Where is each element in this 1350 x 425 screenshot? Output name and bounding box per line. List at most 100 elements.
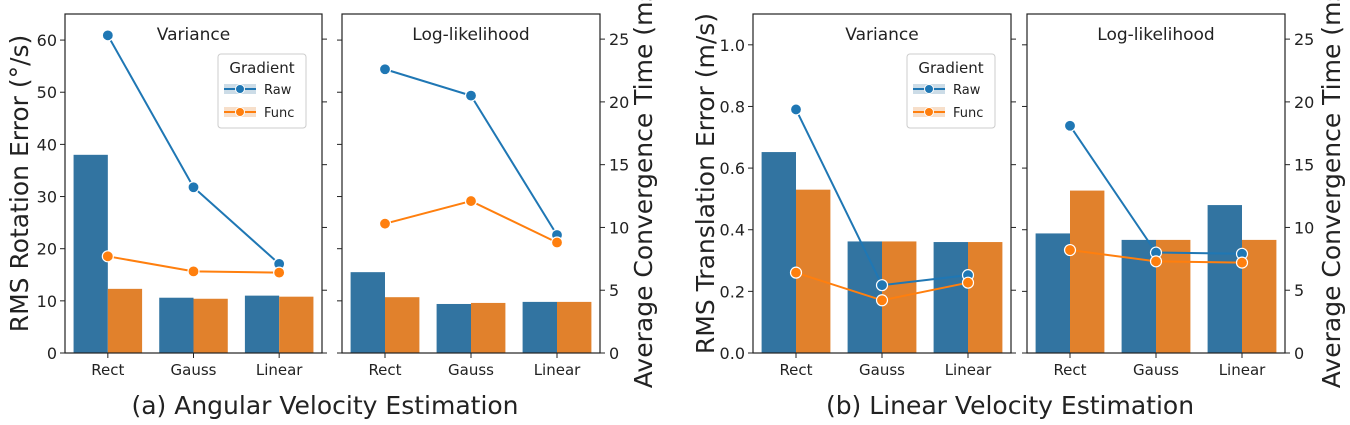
panel-frame <box>64 13 323 354</box>
panel-title: Variance <box>157 25 230 45</box>
left-axis-label: RMS Translation Error (m/s) <box>691 13 720 354</box>
left-axis-label: RMS Rotation Error (°/s) <box>5 35 34 333</box>
legend-title: Gradient <box>918 59 983 77</box>
bar-raw-rect <box>350 272 385 353</box>
right-tick-label: 0 <box>609 344 619 363</box>
point-raw-gauss <box>187 181 200 194</box>
point-func-rect <box>378 217 392 230</box>
x-tick-label: Rect <box>91 361 124 379</box>
panel-1: Rect Gauss Linear Variance Gradient Raw Func <box>64 13 327 379</box>
bar-raw-rect <box>761 152 796 353</box>
x-tick-label: Linear <box>534 361 581 379</box>
bar-raw-linear <box>1207 205 1242 353</box>
bar-func-gauss <box>1156 239 1191 353</box>
point-func-gauss <box>464 194 478 208</box>
bar-func-linear <box>279 296 314 353</box>
left-tick-label: 0 <box>47 344 57 363</box>
bar-raw-linear <box>933 242 968 353</box>
panel-frame <box>752 13 1012 354</box>
panel-title: Log-likelihood <box>412 25 529 45</box>
left-tick-label: 0.0 <box>720 344 745 363</box>
right-tick-label: 15 <box>1294 156 1314 175</box>
right-tick-label: 0 <box>1294 344 1304 363</box>
right-tick-label: 20 <box>1294 93 1314 112</box>
left-tick-label: 1.0 <box>720 36 745 55</box>
bar-func-gauss <box>193 298 228 353</box>
bar-func-gauss <box>471 302 506 353</box>
bar-raw-gauss <box>847 241 882 353</box>
bar-func-linear <box>557 301 592 353</box>
left-tick-label: 0.4 <box>720 221 745 240</box>
x-tick-label: Gauss <box>448 361 494 379</box>
panel-4: Rect Gauss Linear Log-likelihood <box>1022 13 1286 379</box>
x-tick-label: Rect <box>779 361 812 379</box>
bar-raw-gauss <box>159 297 194 353</box>
left-tick-label: 60 <box>37 31 57 50</box>
x-tick-label: Linear <box>945 361 992 379</box>
legend: Gradient Raw Func <box>217 53 307 129</box>
bar-raw-gauss <box>436 303 471 353</box>
legend-marker-func <box>235 107 245 117</box>
subfigure-caption: (a) Angular Velocity Estimation <box>131 391 518 420</box>
bar-func-linear <box>1242 239 1277 353</box>
x-tick-label: Gauss <box>171 361 217 379</box>
legend-marker-raw <box>924 84 934 94</box>
point-raw-rect <box>378 63 392 76</box>
point-raw-rect <box>101 29 114 42</box>
point-raw-rect <box>1063 119 1077 132</box>
right-tick-label: 25 <box>609 30 629 49</box>
right-tick-label: 25 <box>1294 30 1314 49</box>
point-func-linear <box>550 236 564 249</box>
right-tick-label: 20 <box>609 93 629 112</box>
point-func-gauss <box>875 294 889 307</box>
left-tick-label: 0.8 <box>720 97 745 116</box>
panel-title: Log-likelihood <box>1097 25 1214 45</box>
right-tick-label: 10 <box>609 218 629 237</box>
point-func-rect <box>789 266 803 279</box>
x-tick-label: Gauss <box>1133 361 1179 379</box>
panel-frame <box>341 13 601 354</box>
bar-func-rect <box>107 288 143 353</box>
bar-func-linear <box>968 242 1003 353</box>
right-axis-label: Average Convergence Time (ms) <box>629 0 658 388</box>
left-tick-label: 0.6 <box>720 159 745 178</box>
panel-frame <box>1026 13 1286 354</box>
panel-2: Rect Gauss Linear Log-likelihood <box>337 13 601 379</box>
x-tick-label: Gauss <box>859 361 905 379</box>
bar-raw-linear <box>522 301 557 353</box>
x-tick-label: Linear <box>1219 361 1266 379</box>
bar-func-rect <box>385 297 420 353</box>
legend-label-raw: Raw <box>953 83 981 98</box>
left-tick-label: 0.2 <box>720 282 745 301</box>
legend-marker-func <box>924 107 934 117</box>
legend-label-func: Func <box>264 106 294 121</box>
right-tick-label: 5 <box>609 281 619 300</box>
point-func-rect <box>1063 243 1077 257</box>
left-tick-label: 30 <box>37 188 57 207</box>
legend-title: Gradient <box>229 59 294 77</box>
point-func-linear <box>1235 256 1249 269</box>
point-func-gauss <box>187 265 200 278</box>
legend-label-func: Func <box>953 106 983 121</box>
panel-title: Variance <box>845 25 918 45</box>
point-func-rect <box>101 250 114 263</box>
legend-label-raw: Raw <box>264 83 292 98</box>
right-tick-label: 5 <box>1294 281 1304 300</box>
x-tick-label: Rect <box>1053 361 1086 379</box>
bar-raw-linear <box>244 295 280 353</box>
bar-raw-rect <box>73 154 108 353</box>
x-tick-label: Linear <box>256 361 303 379</box>
point-func-linear <box>273 266 286 279</box>
point-func-linear <box>961 276 975 289</box>
right-axis-label: Average Convergence Time (ms) <box>1317 0 1346 388</box>
point-raw-gauss <box>464 89 478 102</box>
left-tick-label: 50 <box>37 83 57 102</box>
right-tick-label: 10 <box>1294 218 1314 237</box>
point-raw-gauss <box>875 279 889 292</box>
point-func-gauss <box>1149 255 1163 268</box>
bar-func-rect <box>1070 190 1105 353</box>
line-func <box>384 200 558 244</box>
subfigure-caption: (b) Linear Velocity Estimation <box>826 391 1194 420</box>
